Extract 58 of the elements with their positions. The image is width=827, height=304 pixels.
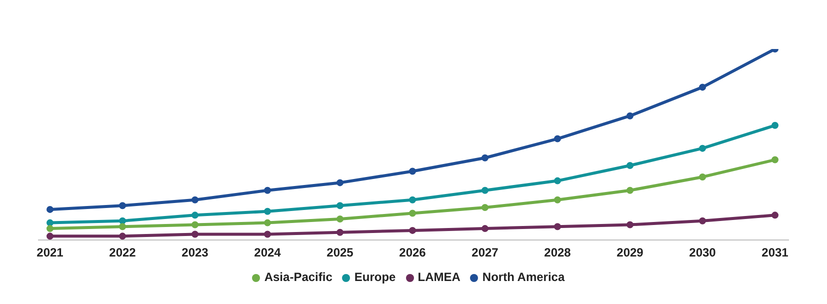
point — [772, 122, 778, 129]
x-tick-label: 2025 — [326, 246, 354, 260]
point — [119, 202, 126, 210]
point — [336, 215, 344, 222]
point — [409, 226, 416, 234]
point — [626, 112, 634, 120]
point — [482, 154, 488, 162]
point — [699, 144, 706, 152]
point — [46, 219, 54, 226]
x-tick-label: 2023 — [182, 246, 209, 260]
x-tick-label: 2022 — [109, 246, 136, 260]
point — [482, 225, 488, 232]
point — [482, 186, 488, 194]
x-tick-label: 2028 — [544, 246, 572, 260]
legend-label: Europe — [354, 270, 396, 284]
point — [336, 228, 344, 236]
point — [119, 223, 126, 230]
point — [554, 135, 561, 142]
point — [409, 210, 416, 217]
point — [336, 179, 344, 186]
point — [192, 212, 198, 219]
point — [699, 84, 706, 91]
point — [554, 223, 561, 230]
legend-label: North America — [482, 270, 565, 284]
point — [46, 232, 54, 240]
legend-label: LAMEA — [418, 270, 460, 284]
point — [264, 230, 271, 238]
point — [264, 186, 271, 194]
point — [482, 204, 488, 212]
point — [409, 196, 416, 204]
x-tick-label: 2031 — [762, 246, 789, 260]
point — [554, 177, 561, 184]
point — [409, 168, 416, 175]
point — [192, 230, 198, 238]
x-tick-label: 2024 — [254, 246, 282, 260]
point — [699, 173, 706, 180]
x-tick-label: 2029 — [616, 246, 644, 260]
point — [192, 221, 198, 228]
point — [119, 217, 126, 224]
point — [699, 217, 706, 224]
point — [626, 221, 634, 228]
x-tick-label: 2021 — [36, 246, 64, 260]
legend-label: Asia-Pacific — [264, 270, 332, 284]
point — [46, 206, 54, 213]
point — [264, 208, 271, 215]
point — [192, 196, 198, 204]
point — [626, 186, 634, 194]
x-tick-label: 2026 — [399, 246, 426, 260]
point — [772, 212, 778, 219]
x-tick-label: 2030 — [689, 246, 716, 260]
point — [264, 219, 271, 226]
point — [119, 232, 126, 240]
point — [46, 225, 54, 232]
x-tick-label: 2027 — [472, 246, 499, 260]
point — [554, 196, 561, 204]
point — [626, 162, 634, 170]
point — [772, 156, 778, 164]
point — [336, 202, 344, 210]
